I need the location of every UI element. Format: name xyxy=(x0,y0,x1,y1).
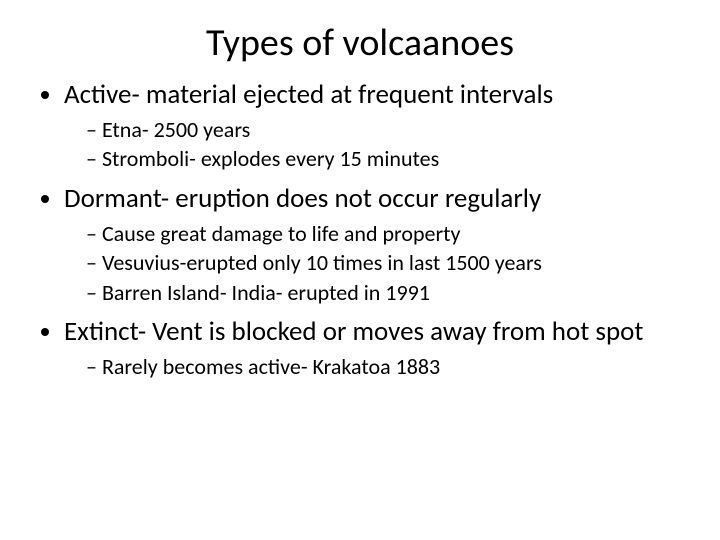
sub-list: Etna- 2500 years Stromboli- explodes eve… xyxy=(64,116,690,174)
sub-item: Vesuvius-erupted only 10 times in last 1… xyxy=(86,249,690,278)
slide: Types of volcaanoes Active- material eje… xyxy=(0,0,720,540)
bullet-active: Active- material ejected at frequent int… xyxy=(64,78,690,174)
sub-item: Etna- 2500 years xyxy=(86,116,690,145)
bullet-dormant: Dormant- eruption does not occur regular… xyxy=(64,182,690,308)
bullet-text: Dormant- eruption does not occur regular… xyxy=(64,182,541,215)
sub-list: Rarely becomes active- Krakatoa 1883 xyxy=(64,353,690,382)
sub-item: Rarely becomes active- Krakatoa 1883 xyxy=(86,353,690,382)
slide-title: Types of volcaanoes xyxy=(30,20,690,66)
bullet-text: Active- material ejected at frequent int… xyxy=(64,78,553,111)
sub-list: Cause great damage to life and property … xyxy=(64,220,690,308)
bullet-extinct: Extinct- Vent is blocked or moves away f… xyxy=(64,315,690,381)
bullet-list: Active- material ejected at frequent int… xyxy=(30,78,690,382)
sub-item: Stromboli- explodes every 15 minutes xyxy=(86,145,690,174)
bullet-text: Extinct- Vent is blocked or moves away f… xyxy=(64,315,643,348)
sub-item: Cause great damage to life and property xyxy=(86,220,690,249)
sub-item: Barren Island- India- erupted in 1991 xyxy=(86,279,690,308)
